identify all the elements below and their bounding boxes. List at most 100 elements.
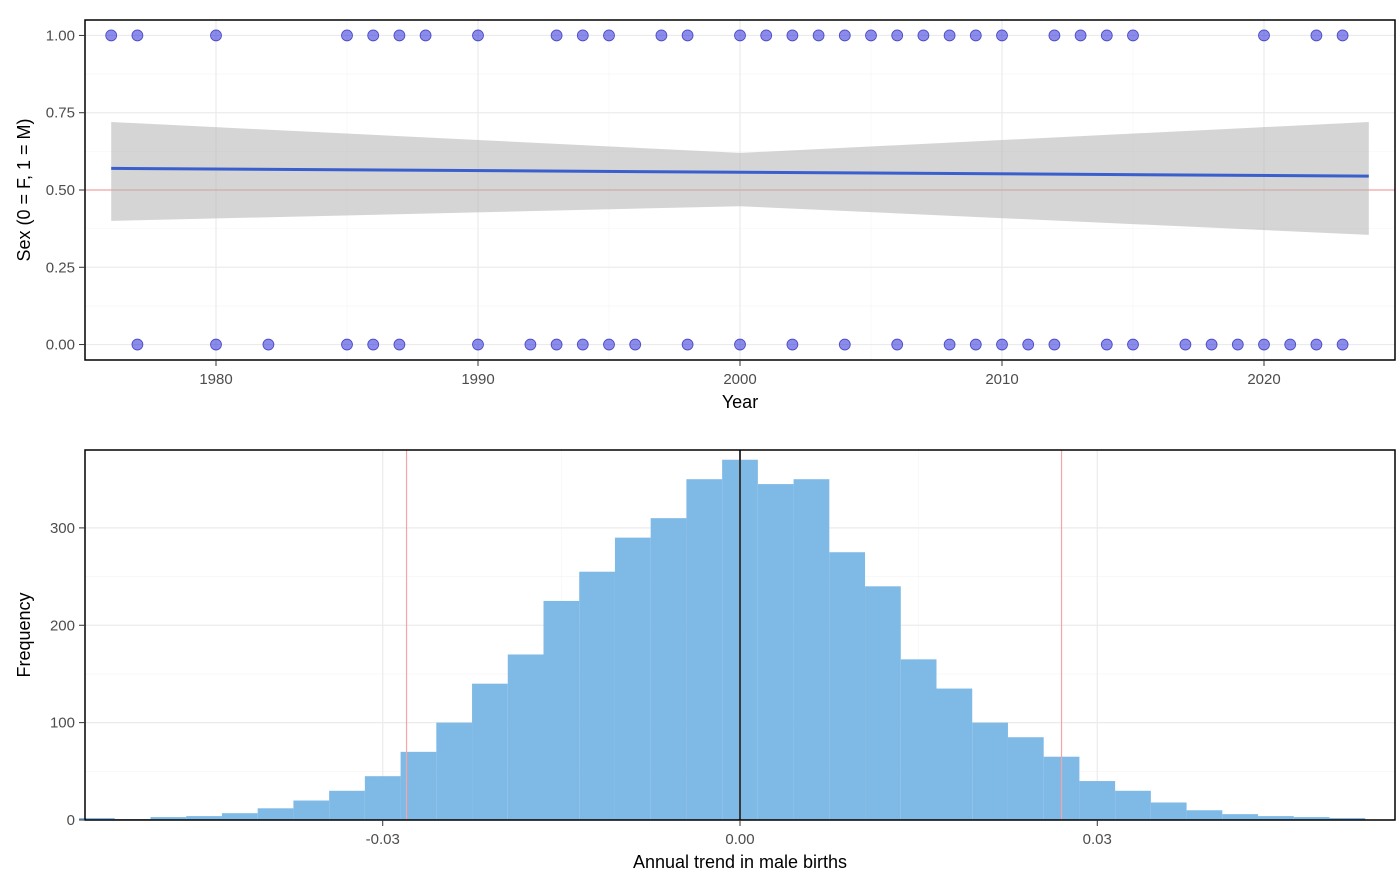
data-point (106, 30, 117, 41)
data-point (839, 30, 850, 41)
hist-bar (1079, 781, 1115, 820)
xtick-label: 2010 (985, 371, 1018, 388)
ytick-label: 0 (67, 812, 75, 829)
ytick-label: 0.25 (46, 259, 75, 276)
data-point (1180, 339, 1191, 350)
data-point (1049, 339, 1060, 350)
hist-bar (365, 776, 401, 820)
data-point (892, 30, 903, 41)
data-point (1023, 339, 1034, 350)
data-point (1128, 30, 1139, 41)
data-point (1337, 30, 1348, 41)
data-point (787, 339, 798, 350)
hist-bar (651, 518, 687, 820)
data-point (1259, 30, 1270, 41)
xtick-label: 2020 (1247, 371, 1280, 388)
hist-bar (579, 572, 615, 820)
data-point (970, 30, 981, 41)
hist-bar (329, 791, 365, 820)
data-point (1128, 339, 1139, 350)
x-axis-label: Year (722, 392, 758, 412)
data-point (735, 339, 746, 350)
data-point (473, 30, 484, 41)
data-point (944, 339, 955, 350)
hist-bar (686, 479, 722, 820)
data-point (577, 339, 588, 350)
hist-bar (901, 659, 937, 820)
x-axis-label: Annual trend in male births (633, 852, 847, 872)
data-point (394, 339, 405, 350)
hist-bar (829, 552, 865, 820)
xtick-label: 1980 (199, 371, 232, 388)
hist-bar (972, 723, 1008, 820)
data-point (1075, 30, 1086, 41)
xtick-label: 2000 (723, 371, 756, 388)
hist-bar (1187, 810, 1223, 820)
data-point (368, 30, 379, 41)
hist-bar (865, 586, 901, 820)
xtick-label: 0.00 (725, 831, 754, 848)
data-point (132, 339, 143, 350)
hist-bar (222, 813, 258, 820)
data-point (813, 30, 824, 41)
data-point (132, 30, 143, 41)
data-point (604, 339, 615, 350)
data-point (1311, 339, 1322, 350)
data-point (211, 30, 222, 41)
hist-bar (1222, 814, 1258, 820)
data-point (1101, 339, 1112, 350)
data-point (656, 30, 667, 41)
data-point (787, 30, 798, 41)
data-point (263, 339, 274, 350)
ytick-label: 1.00 (46, 27, 75, 44)
data-point (551, 339, 562, 350)
hist-bar (758, 484, 794, 820)
data-point (551, 30, 562, 41)
hist-bar (794, 479, 830, 820)
data-point (577, 30, 588, 41)
data-point (892, 339, 903, 350)
figure-svg: 1980 1990 2000 2010 2020 0.00 0.25 0.50 0.75 1.00… (10, 10, 1400, 875)
hist-bar (258, 808, 294, 820)
data-point (1049, 30, 1060, 41)
data-point (944, 30, 955, 41)
data-point (1285, 339, 1296, 350)
data-point (1311, 30, 1322, 41)
data-point (342, 30, 353, 41)
ytick-label: 0.50 (46, 182, 75, 199)
data-point (682, 339, 693, 350)
data-point (630, 339, 641, 350)
data-point (970, 339, 981, 350)
top-chart: 1980 1990 2000 2010 2020 0.00 0.25 0.50 0.75 1.00… (14, 20, 1395, 412)
data-point (1259, 339, 1270, 350)
y-axis-label: Sex (0 = F, 1 = M) (14, 118, 34, 261)
data-point (682, 30, 693, 41)
y-axis-label: Frequency (14, 592, 34, 677)
data-point (525, 339, 536, 350)
data-point (394, 30, 405, 41)
data-point (1232, 339, 1243, 350)
data-point (604, 30, 615, 41)
ytick-label: 0.00 (46, 337, 75, 354)
hist-bar (293, 801, 329, 820)
data-point (1206, 339, 1217, 350)
figure-container: 1980 1990 2000 2010 2020 0.00 0.25 0.50 0.75 1.00… (10, 10, 1390, 880)
ytick-label: 0.75 (46, 105, 75, 122)
data-point (420, 30, 431, 41)
hist-bar (937, 689, 973, 820)
xtick-label: -0.03 (366, 831, 400, 848)
hist-bar (472, 684, 508, 820)
hist-bar (1008, 737, 1044, 820)
data-point (839, 339, 850, 350)
hist-bar (1115, 791, 1151, 820)
data-point (473, 339, 484, 350)
data-point (997, 339, 1008, 350)
data-point (761, 30, 772, 41)
data-point (735, 30, 746, 41)
data-point (1101, 30, 1112, 41)
ytick-label: 300 (50, 520, 75, 537)
hist-bar (508, 654, 544, 820)
xtick-label: 1990 (461, 371, 494, 388)
xtick-label: 0.03 (1083, 831, 1112, 848)
data-point (211, 339, 222, 350)
